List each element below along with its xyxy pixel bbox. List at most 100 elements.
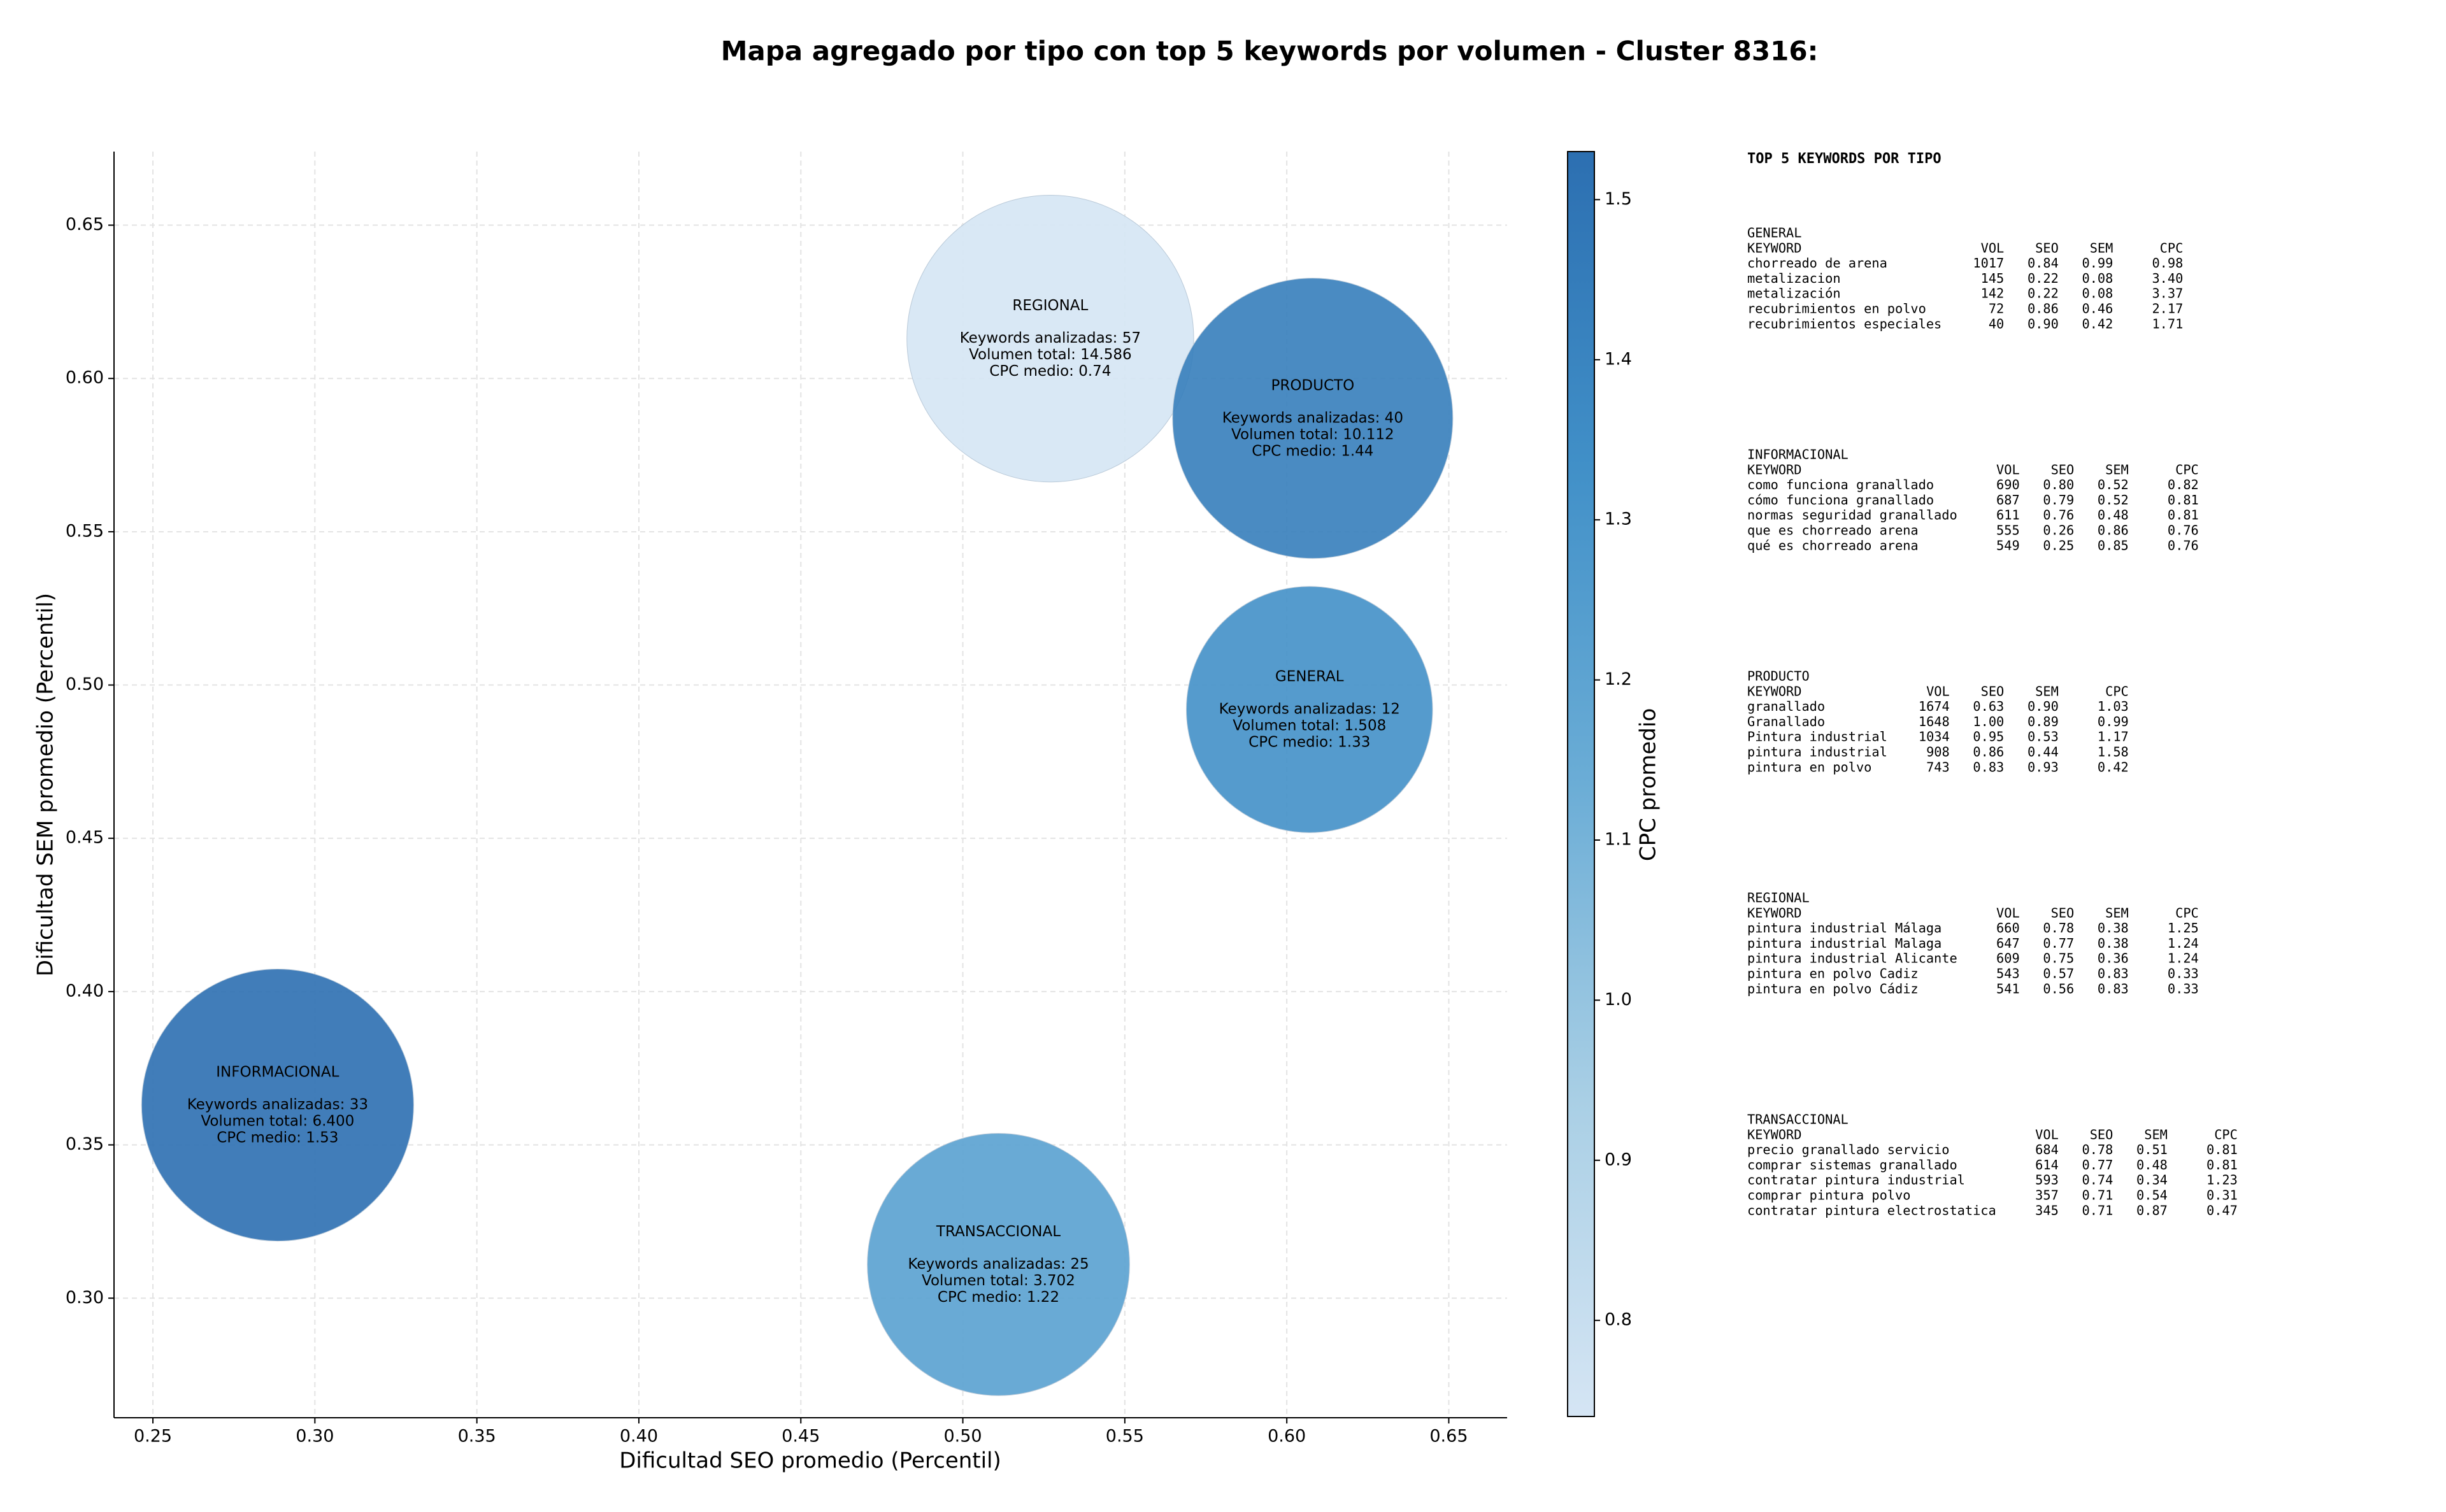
table-header: VOL — [2035, 1127, 2059, 1142]
table-cell: contratar pintura electrostatica — [1747, 1202, 1996, 1218]
table-cell: 0.80 — [2043, 477, 2074, 492]
table-cell: 0.33 — [2168, 981, 2199, 996]
table-cell: 555 — [1996, 523, 2020, 538]
table-cell: 0.31 — [2206, 1188, 2238, 1203]
table-cell: 0.81 — [2168, 508, 2199, 523]
table-cell: 0.38 — [2098, 920, 2129, 936]
table-cell: 0.79 — [2043, 492, 2074, 508]
table-cell: 145 — [1981, 271, 2005, 286]
table-header: KEYWORD — [1747, 462, 1801, 477]
table-cell: 743 — [1926, 759, 1950, 774]
table-header: CPC — [2175, 905, 2199, 920]
table-cell: 0.76 — [2043, 508, 2074, 523]
table-cell: cómo funciona granallado — [1747, 492, 1934, 508]
table-cell: 0.98 — [2152, 255, 2183, 271]
bubble-name: PRODUCTO — [1271, 377, 1354, 394]
table-cell: 0.71 — [2082, 1202, 2113, 1218]
table-cell: granallado — [1747, 699, 1825, 714]
table-cell: 908 — [1926, 745, 1950, 760]
colorbar-tick-label: 1.0 — [1605, 990, 1632, 1009]
y-tick-label: 0.30 — [66, 1288, 104, 1308]
colorbar-tick-label: 1.2 — [1605, 669, 1632, 689]
table-cell: 687 — [1996, 492, 2020, 508]
table-header: CPC — [2214, 1127, 2238, 1142]
table-cell: 1.25 — [2168, 920, 2199, 936]
table-cell: 0.48 — [2136, 1157, 2168, 1173]
table-cell: pintura industrial Malaga — [1747, 936, 1942, 951]
bubble — [1172, 278, 1454, 559]
table-cell: normas seguridad granallado — [1747, 508, 1957, 523]
y-tick-label: 0.55 — [66, 521, 104, 541]
table-cell: 0.33 — [2168, 966, 2199, 981]
bubble-label: Volumen total: 3.702 — [922, 1273, 1075, 1289]
table-cell: 0.52 — [2098, 477, 2129, 492]
table-cell: 0.86 — [2098, 523, 2129, 538]
bubble-label: CPC medio: 1.22 — [938, 1289, 1059, 1306]
bubble — [867, 1132, 1130, 1396]
table-cell: 0.84 — [2028, 255, 2059, 271]
table-cell: 543 — [1996, 966, 2020, 981]
x-tick-label: 0.50 — [943, 1427, 982, 1446]
table-cell: comprar pintura polvo — [1747, 1188, 1910, 1203]
colorbar-tick-label: 0.8 — [1605, 1310, 1632, 1330]
table-header: VOL — [1926, 683, 1950, 699]
table-cell: 0.71 — [2082, 1188, 2113, 1203]
table-cell: 0.77 — [2043, 936, 2074, 951]
table-header: SEM — [2035, 683, 2059, 699]
table-header: SEO — [2051, 462, 2075, 477]
table-cell: 0.63 — [1973, 699, 2004, 714]
table-header: CPC — [2105, 683, 2129, 699]
bubble-name: GENERAL — [1275, 669, 1344, 685]
panel-title: TOP 5 KEYWORDS POR TIPO — [1747, 151, 1942, 167]
y-tick-label: 0.50 — [66, 674, 104, 694]
table-cell: 72 — [1989, 301, 2004, 317]
table-cell: 0.54 — [2136, 1188, 2168, 1203]
table-cell: 0.82 — [2168, 477, 2199, 492]
table-cell: pintura en polvo Cádiz — [1747, 981, 1919, 996]
table-cell: como funciona granallado — [1747, 477, 1934, 492]
group-name: GENERAL — [1747, 225, 1801, 241]
x-tick-label: 0.25 — [134, 1427, 172, 1446]
table-header: VOL — [1996, 905, 2020, 920]
table-cell: 0.47 — [2206, 1202, 2238, 1218]
table-cell: 1674 — [1919, 699, 1950, 714]
x-tick-label: 0.45 — [782, 1427, 820, 1446]
table-cell: contratar pintura industrial — [1747, 1173, 1965, 1188]
table-cell: precio granallado servicio — [1747, 1142, 1949, 1157]
table-cell: 1.24 — [2168, 936, 2199, 951]
group-name: INFORMACIONAL — [1747, 447, 1849, 462]
bubble-label: Volumen total: 14.586 — [969, 346, 1132, 363]
table-cell: 0.46 — [2082, 301, 2113, 317]
table-cell: 0.93 — [2028, 759, 2059, 774]
table-cell: 0.56 — [2043, 981, 2074, 996]
x-tick-label: 0.60 — [1268, 1427, 1306, 1446]
bubble-label: Keywords analizadas: 40 — [1222, 410, 1403, 426]
table-header: SEO — [2090, 1127, 2113, 1142]
table-cell: 0.25 — [2043, 538, 2074, 553]
table-cell: 0.86 — [2028, 301, 2059, 317]
table-header: SEM — [2105, 462, 2129, 477]
table-cell: metalizacion — [1747, 271, 1841, 286]
table-cell: 690 — [1996, 477, 2020, 492]
table-cell: 0.76 — [2168, 538, 2199, 553]
table-cell: 0.57 — [2043, 966, 2074, 981]
table-header: SEO — [2035, 240, 2059, 255]
bubble-name: REGIONAL — [1012, 297, 1088, 314]
table-cell: 541 — [1996, 981, 2020, 996]
table-cell: 3.37 — [2152, 286, 2183, 301]
table-cell: 611 — [1996, 508, 2020, 523]
table-header: SEM — [2090, 240, 2113, 255]
table-cell: 593 — [2035, 1173, 2059, 1188]
table-cell: 1648 — [1919, 714, 1950, 729]
bubble-label: Keywords analizadas: 33 — [187, 1097, 368, 1113]
table-header: KEYWORD — [1747, 683, 1801, 699]
table-cell: 0.36 — [2098, 951, 2129, 966]
table-cell: 0.34 — [2136, 1173, 2168, 1188]
bubble-label: CPC medio: 1.44 — [1252, 443, 1373, 459]
x-tick-label: 0.40 — [620, 1427, 658, 1446]
table-cell: que es chorreado arena — [1747, 523, 1919, 538]
table-cell: 0.48 — [2098, 508, 2129, 523]
y-tick-label: 0.60 — [66, 368, 104, 388]
y-tick-label: 0.45 — [66, 828, 104, 848]
